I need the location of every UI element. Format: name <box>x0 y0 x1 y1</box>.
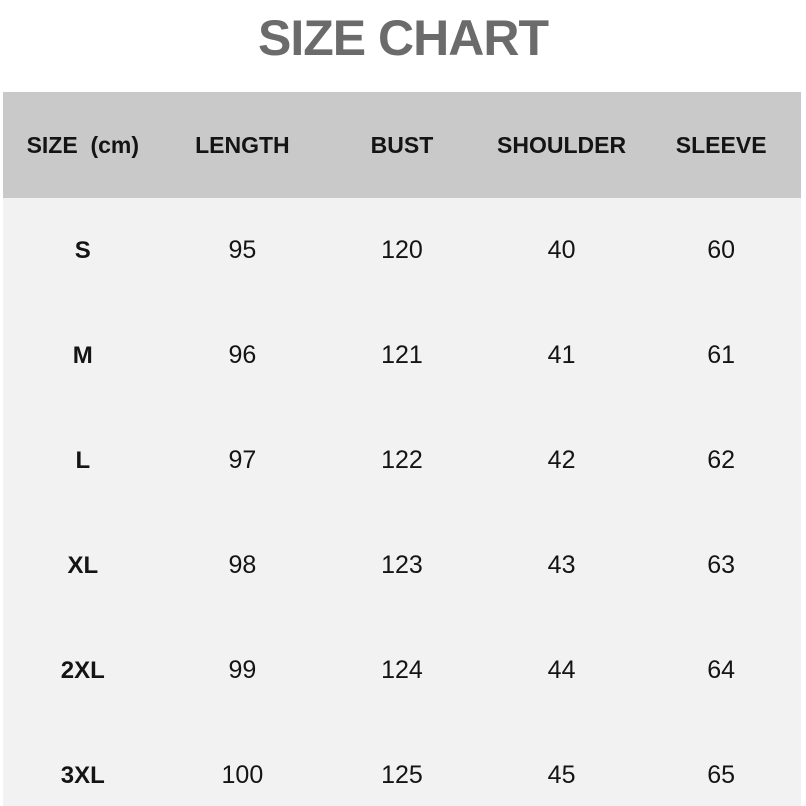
shoulder-value: 40 <box>547 236 576 264</box>
shoulder-value: 41 <box>547 341 576 369</box>
size-label: 3XL <box>60 761 105 789</box>
shoulder-value: 45 <box>547 761 576 789</box>
bust-value: 124 <box>381 656 423 684</box>
bust-value: 120 <box>381 236 423 264</box>
table-row-xl: XL 98 123 43 63 <box>3 513 801 618</box>
sleeve-value: 63 <box>707 551 736 579</box>
size-label: M <box>72 341 93 369</box>
sleeve-value: 65 <box>707 761 736 789</box>
bust-value: 121 <box>381 341 423 369</box>
column-header-size: SIZE (cm) <box>26 131 140 158</box>
length-value: 97 <box>228 446 257 474</box>
sleeve-value: 62 <box>707 446 736 474</box>
size-label: XL <box>67 551 99 579</box>
table-row-2xl: 2XL 99 124 44 64 <box>3 618 801 723</box>
size-chart-table: SIZE (cm) LENGTH BUST SHOULDER SLEEVE S … <box>3 92 801 806</box>
title-bar: SIZE CHART <box>0 0 806 92</box>
bust-value: 122 <box>381 446 423 474</box>
table-row-l: L 97 122 42 62 <box>3 408 801 513</box>
length-value: 95 <box>228 236 257 264</box>
bust-value: 123 <box>381 551 423 579</box>
length-value: 96 <box>228 341 257 369</box>
bust-value: 125 <box>381 761 423 789</box>
table-header-row: SIZE (cm) LENGTH BUST SHOULDER SLEEVE <box>3 92 801 198</box>
size-label: L <box>75 446 91 474</box>
shoulder-value: 43 <box>547 551 576 579</box>
length-value: 98 <box>228 551 257 579</box>
sleeve-value: 60 <box>707 236 736 264</box>
table-row-3xl: 3XL 100 125 45 65 <box>3 723 801 806</box>
table-row-m: M 96 121 41 61 <box>3 303 801 408</box>
column-header-sleeve: SLEEVE <box>675 131 767 158</box>
size-label: 2XL <box>60 656 105 684</box>
sleeve-value: 61 <box>707 341 736 369</box>
column-header-length: LENGTH <box>195 131 290 158</box>
sleeve-value: 64 <box>707 656 736 684</box>
shoulder-value: 44 <box>547 656 576 684</box>
table-body: S 95 120 40 60 M 96 121 41 61 L 97 122 4… <box>3 198 801 806</box>
length-value: 100 <box>221 761 264 789</box>
column-header-shoulder: SHOULDER <box>497 131 627 158</box>
table-row-s: S 95 120 40 60 <box>3 198 801 303</box>
size-label: S <box>74 236 91 264</box>
length-value: 99 <box>228 656 257 684</box>
page-title: SIZE CHART <box>258 10 549 66</box>
column-header-bust: BUST <box>370 131 434 158</box>
shoulder-value: 42 <box>547 446 576 474</box>
